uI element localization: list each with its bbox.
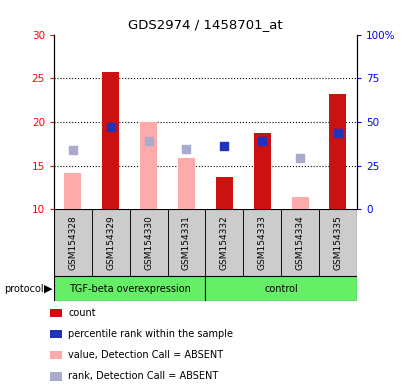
Bar (92, 209, 129, 276)
Bar (205, 276, 357, 301)
Text: protocol: protocol (4, 284, 44, 294)
Text: GSM154334: GSM154334 (295, 215, 305, 270)
Text: GSM154332: GSM154332 (220, 215, 229, 270)
Text: value, Detection Call = ABSENT: value, Detection Call = ABSENT (68, 350, 224, 360)
Bar (216, 177, 233, 209)
Point (334, 130, 341, 136)
Bar (330, 94, 347, 209)
Point (145, 138, 152, 144)
Bar (319, 209, 357, 276)
Text: rank, Detection Call = ABSENT: rank, Detection Call = ABSENT (68, 371, 219, 381)
Bar (54, 209, 92, 276)
Bar (292, 197, 309, 209)
Bar (102, 72, 119, 209)
Bar (140, 122, 157, 209)
Text: GSM154330: GSM154330 (144, 215, 153, 270)
Text: control: control (264, 284, 298, 294)
Text: GSM154331: GSM154331 (182, 215, 191, 270)
Bar (205, 209, 243, 276)
Bar (64, 172, 81, 209)
Bar (129, 209, 168, 276)
Text: GSM154329: GSM154329 (106, 215, 115, 270)
Bar (254, 133, 271, 209)
Text: GSM154333: GSM154333 (258, 215, 267, 270)
Bar (178, 158, 195, 209)
Point (70, 147, 76, 153)
Bar (243, 209, 281, 276)
Bar (281, 209, 319, 276)
Text: TGF-beta overexpression: TGF-beta overexpression (69, 284, 190, 294)
Point (259, 138, 266, 144)
Point (183, 146, 190, 152)
Bar (54, 276, 205, 301)
Point (221, 142, 228, 149)
Text: count: count (68, 308, 96, 318)
Bar (168, 209, 205, 276)
Text: ▶: ▶ (44, 284, 52, 294)
Text: GSM154328: GSM154328 (68, 215, 77, 270)
Text: GSM154335: GSM154335 (334, 215, 342, 270)
Point (107, 124, 114, 130)
Title: GDS2974 / 1458701_at: GDS2974 / 1458701_at (128, 18, 283, 31)
Text: percentile rank within the sample: percentile rank within the sample (68, 329, 234, 339)
Point (297, 155, 303, 161)
